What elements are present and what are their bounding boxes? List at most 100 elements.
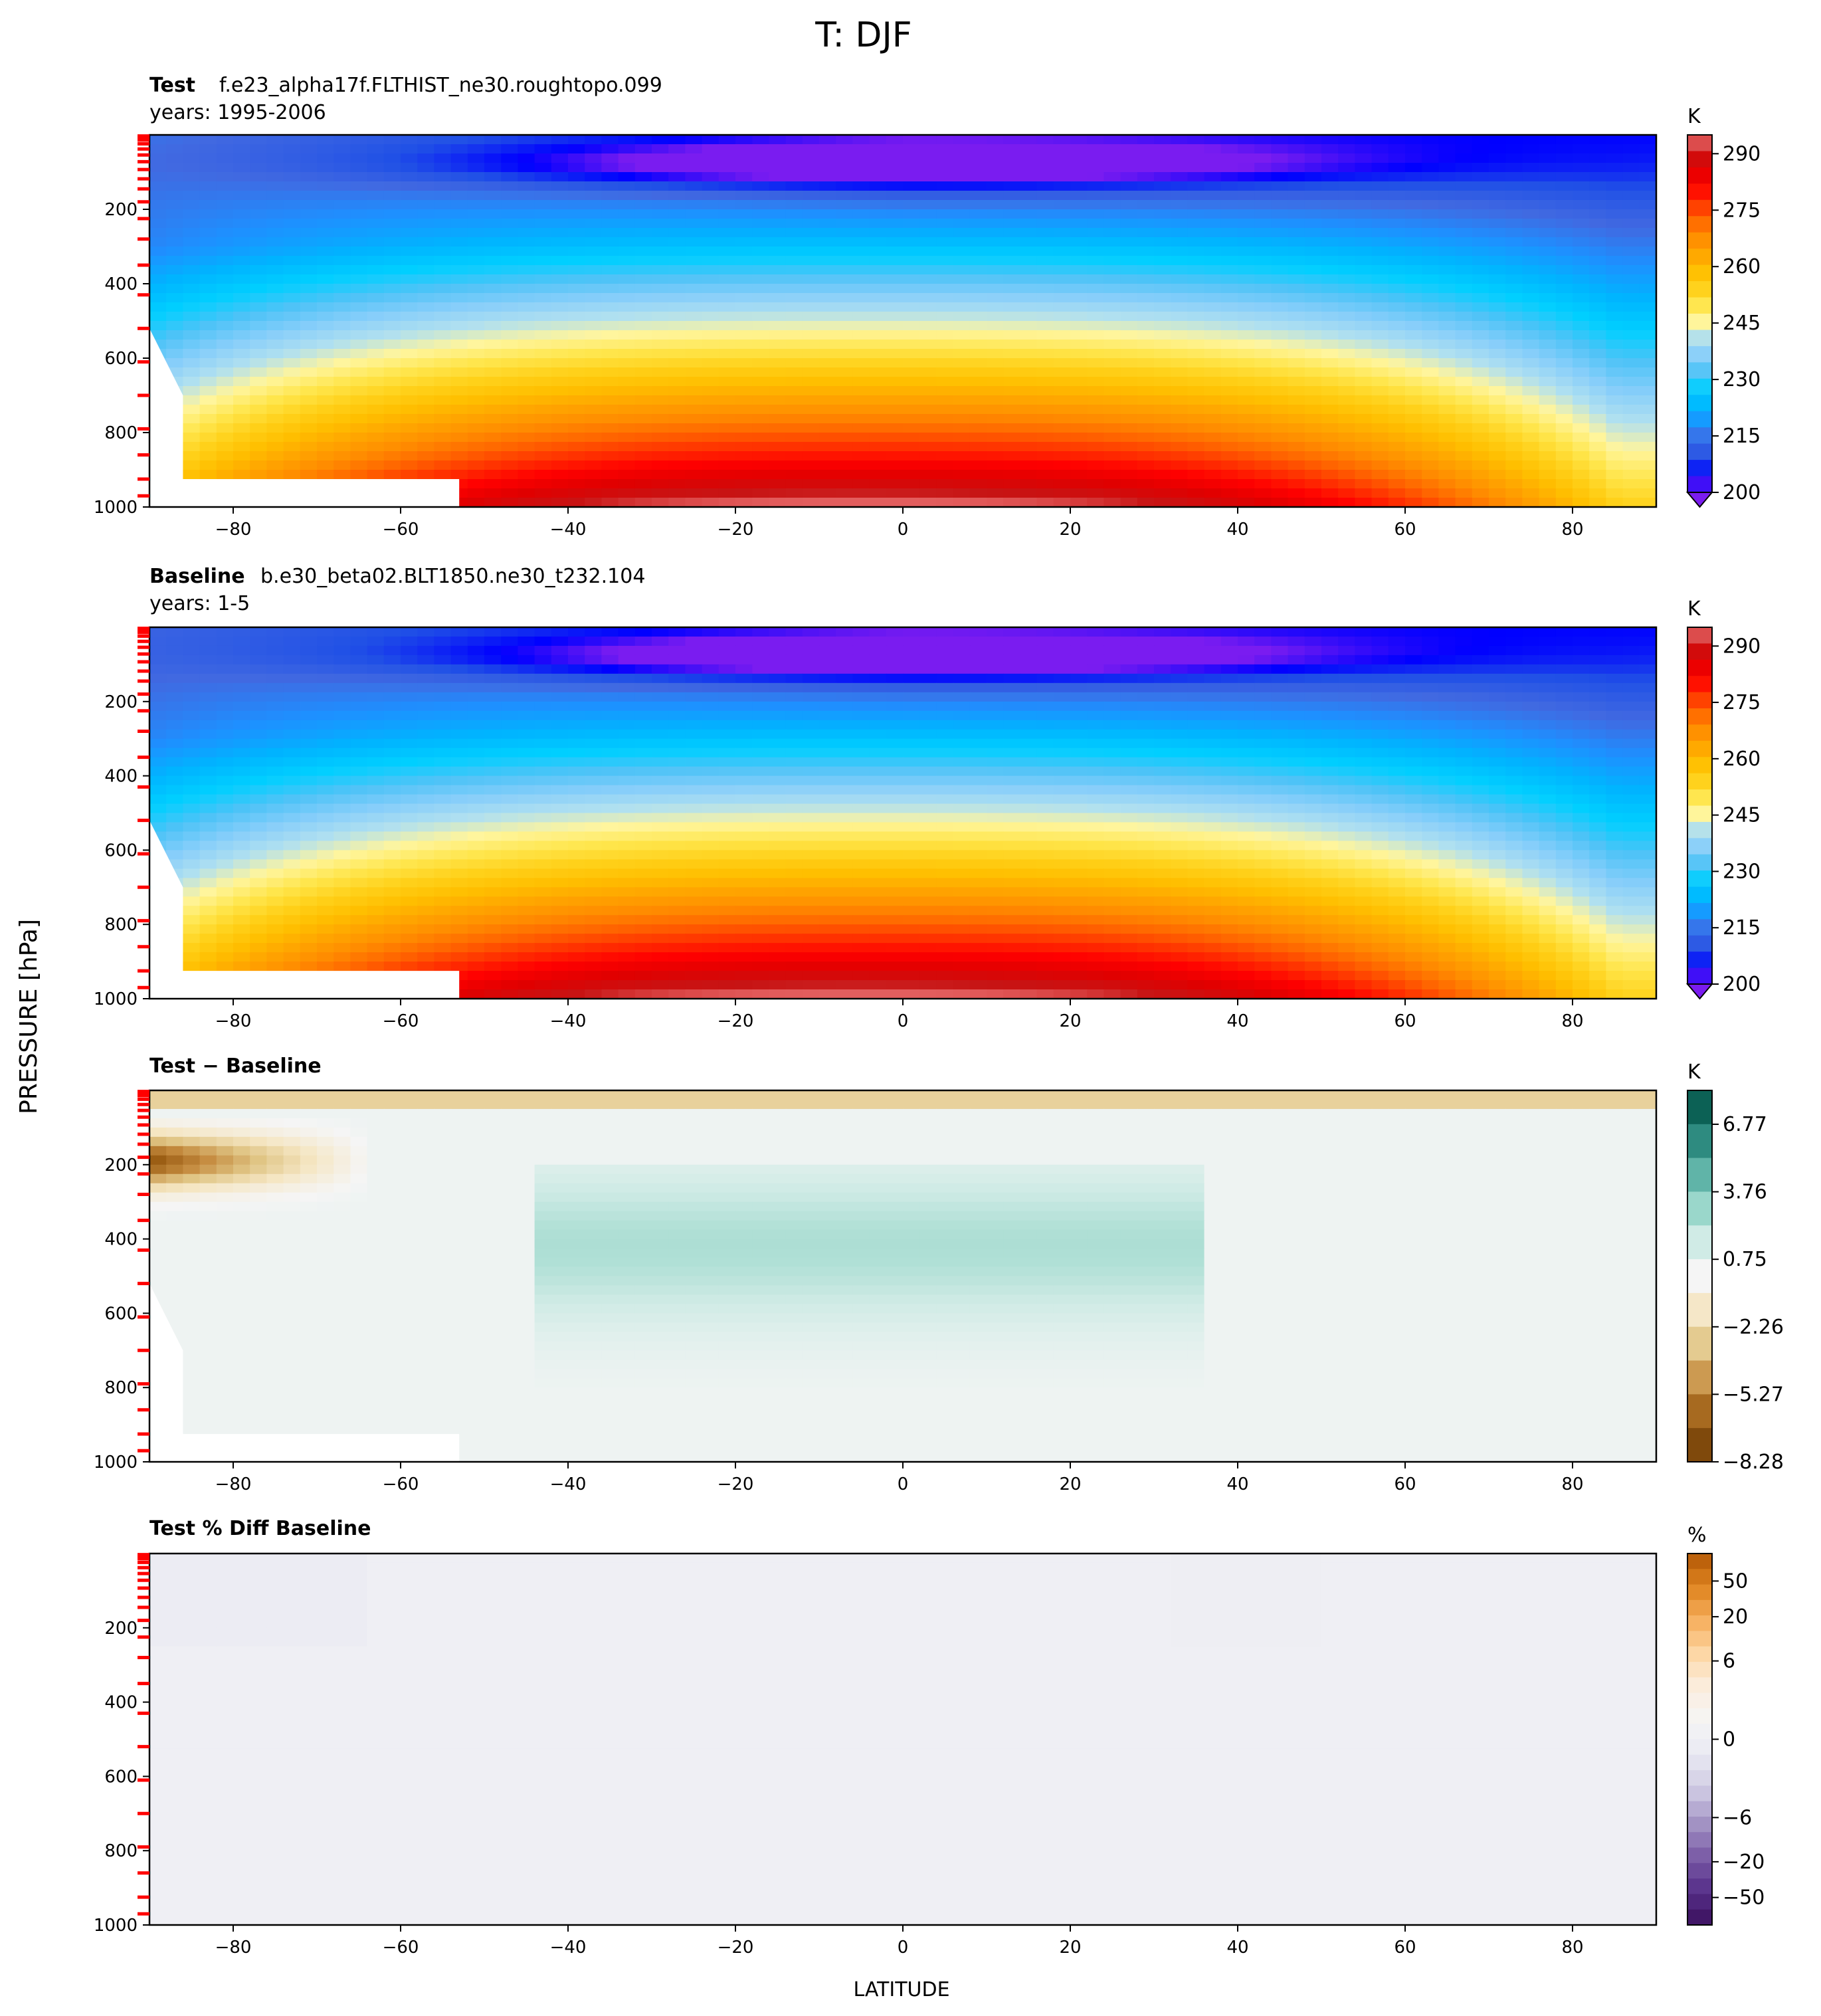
contour-cell — [1539, 358, 1557, 368]
contour-cell — [1238, 330, 1255, 340]
contour-cell — [568, 274, 585, 284]
contour-cell — [769, 191, 787, 201]
contour-cell — [551, 209, 569, 219]
contour-cell — [1304, 172, 1322, 182]
contour-cell — [1171, 265, 1189, 275]
contour-cell — [568, 645, 585, 656]
contour-cell — [484, 414, 502, 424]
contour-cell — [1355, 664, 1373, 674]
contour-cell — [1639, 367, 1657, 377]
contour-cell — [1020, 673, 1038, 684]
contour-cell — [1053, 701, 1071, 712]
contour-cell — [1103, 729, 1121, 740]
contour-cell — [1639, 200, 1657, 210]
contour-cell — [216, 172, 234, 182]
contour-cell — [216, 655, 234, 665]
contour-cell — [585, 181, 603, 191]
contour-cell — [1606, 498, 1624, 508]
contour-cell — [534, 710, 552, 721]
contour-cell — [1405, 312, 1422, 322]
contour-cell — [1087, 757, 1105, 767]
contour-cell — [183, 710, 201, 721]
contour-cell — [1422, 274, 1440, 284]
contour-cell — [1355, 748, 1373, 758]
contour-cell — [1220, 645, 1238, 656]
contour-cell — [1271, 414, 1289, 424]
contour-cell — [1288, 729, 1305, 740]
contour-cell — [1171, 488, 1189, 498]
contour-cell — [417, 710, 435, 721]
contour-cell — [434, 757, 452, 767]
contour-cell — [1622, 729, 1640, 740]
contour-cell — [903, 414, 920, 424]
contour-cell — [149, 682, 167, 693]
contour-cell — [1304, 144, 1322, 154]
contour-cell — [534, 284, 552, 294]
contour-cell — [484, 200, 502, 210]
contour-cell — [1371, 153, 1389, 163]
contour-cell — [752, 135, 770, 145]
contour-cell — [1220, 237, 1238, 247]
contour-cell — [1137, 163, 1155, 173]
contour-cell — [1254, 135, 1272, 145]
contour-cell — [1489, 284, 1506, 294]
contour-cell — [1472, 367, 1489, 377]
contour-cell — [1137, 710, 1155, 721]
contour-cell — [233, 153, 250, 163]
contour-cell — [216, 377, 234, 387]
contour-cell — [199, 135, 217, 145]
contour-cell — [702, 692, 719, 702]
contour-cell — [702, 627, 719, 637]
contour-cell — [250, 738, 268, 749]
contour-cell — [1371, 135, 1389, 145]
contour-cell — [250, 237, 268, 247]
contour-cell — [769, 302, 787, 312]
contour-cell — [1555, 153, 1573, 163]
contour-cell — [166, 135, 184, 145]
contour-cell — [1338, 181, 1356, 191]
contour-cell — [518, 209, 535, 219]
contour-cell — [1036, 256, 1054, 266]
contour-cell — [1070, 395, 1088, 405]
contour-cell — [1103, 395, 1121, 405]
contour-cell — [518, 682, 535, 693]
contour-cell — [300, 395, 318, 405]
contour-cell — [987, 256, 1004, 266]
contour-cell — [1154, 144, 1171, 154]
contour-cell — [1288, 256, 1305, 266]
contour-cell — [1087, 664, 1105, 674]
contour-cell — [785, 163, 803, 173]
contour-cell — [1036, 237, 1054, 247]
contour-cell — [568, 720, 585, 730]
contour-cell — [936, 701, 954, 712]
contour-cell — [1070, 293, 1088, 303]
contour-cell — [802, 153, 820, 163]
contour-cell — [1137, 247, 1155, 256]
contour-cell — [334, 645, 351, 656]
contour-cell — [1304, 247, 1322, 256]
contour-cell — [1254, 237, 1272, 247]
contour-cell — [852, 414, 870, 424]
contour-cell — [919, 237, 937, 247]
contour-cell — [735, 710, 753, 721]
contour-cell — [718, 729, 736, 740]
contour-cell — [836, 200, 854, 210]
contour-cell — [317, 181, 334, 191]
contour-cell — [166, 256, 184, 266]
contour-cell — [1304, 284, 1322, 294]
contour-cell — [802, 367, 820, 377]
contour-cell — [869, 293, 887, 303]
contour-cell — [618, 701, 636, 712]
contour-cell — [199, 645, 217, 656]
contour-cell — [752, 330, 770, 340]
contour-cell — [417, 757, 435, 767]
contour-cell — [702, 655, 719, 665]
contour-cell — [1220, 673, 1238, 684]
contour-cell — [1472, 200, 1489, 210]
contour-cell — [1321, 219, 1339, 229]
contour-cell — [501, 219, 519, 229]
contour-cell — [1036, 720, 1054, 730]
contour-cell — [401, 682, 418, 693]
contour-cell — [1053, 655, 1071, 665]
contour-cell — [1053, 673, 1071, 684]
